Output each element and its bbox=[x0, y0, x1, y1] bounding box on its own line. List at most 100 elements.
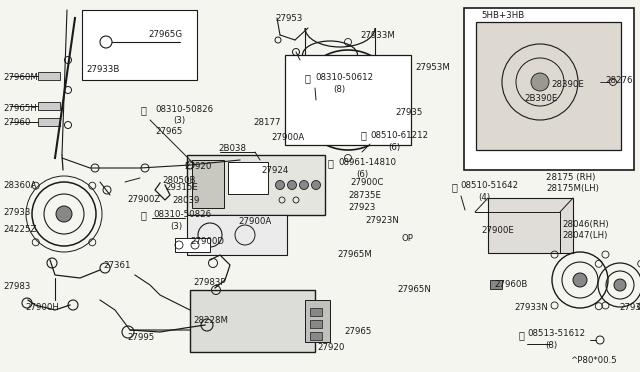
Text: 27960M: 27960M bbox=[3, 73, 38, 82]
Text: 27920: 27920 bbox=[184, 162, 211, 171]
Bar bbox=[175, 238, 210, 252]
Text: 08310-50826: 08310-50826 bbox=[155, 105, 213, 114]
Text: 27924: 27924 bbox=[261, 166, 289, 175]
Text: 27965: 27965 bbox=[155, 127, 182, 136]
Text: 27900H: 27900H bbox=[25, 303, 59, 312]
Circle shape bbox=[312, 180, 321, 189]
Bar bbox=[187, 155, 325, 215]
Bar bbox=[476, 22, 621, 150]
Text: 28228M: 28228M bbox=[193, 316, 228, 325]
Text: 08510-51642: 08510-51642 bbox=[460, 181, 518, 190]
Circle shape bbox=[573, 273, 587, 287]
Bar bbox=[82, 10, 197, 80]
Bar bbox=[38, 102, 60, 110]
Text: 27933M: 27933M bbox=[360, 31, 395, 40]
Text: 27900A: 27900A bbox=[238, 217, 271, 226]
Circle shape bbox=[531, 73, 549, 91]
Text: 08310-50612: 08310-50612 bbox=[315, 73, 373, 82]
Text: Ⓢ: Ⓢ bbox=[519, 330, 525, 340]
Text: 5HB+3HB: 5HB+3HB bbox=[481, 11, 524, 20]
Text: (4): (4) bbox=[478, 193, 490, 202]
Text: (3): (3) bbox=[173, 116, 185, 125]
Text: 27933: 27933 bbox=[3, 208, 30, 217]
Text: 29315E: 29315E bbox=[165, 183, 198, 192]
Text: 28050B: 28050B bbox=[162, 176, 195, 185]
Text: 27900D: 27900D bbox=[190, 237, 224, 246]
Text: 27923N: 27923N bbox=[365, 216, 399, 225]
Text: ^P80*00.5: ^P80*00.5 bbox=[570, 356, 617, 365]
Text: 08510-61212: 08510-61212 bbox=[370, 131, 428, 140]
Text: 2B390E: 2B390E bbox=[524, 94, 557, 103]
Text: (3): (3) bbox=[170, 222, 182, 231]
Text: 27960B: 27960B bbox=[494, 280, 527, 289]
Text: 28047(LH): 28047(LH) bbox=[562, 231, 607, 240]
Circle shape bbox=[287, 180, 296, 189]
Text: 27935: 27935 bbox=[395, 108, 422, 117]
Text: 28175M(LH): 28175M(LH) bbox=[546, 184, 599, 193]
Bar bbox=[285, 55, 411, 145]
Text: 28390E: 28390E bbox=[551, 80, 584, 89]
Circle shape bbox=[275, 180, 285, 189]
Text: 28175 (RH): 28175 (RH) bbox=[546, 173, 595, 182]
Text: 27900Z: 27900Z bbox=[127, 195, 160, 204]
Text: 27965: 27965 bbox=[344, 327, 371, 336]
Bar bbox=[488, 198, 573, 253]
Text: 27933X: 27933X bbox=[619, 303, 640, 312]
Text: 27995: 27995 bbox=[127, 333, 154, 342]
Text: 27965N: 27965N bbox=[397, 285, 431, 294]
Bar bbox=[464, 8, 634, 170]
Text: 27953: 27953 bbox=[275, 14, 302, 23]
Text: 27900A: 27900A bbox=[271, 133, 304, 142]
Text: 27983: 27983 bbox=[3, 282, 30, 291]
Circle shape bbox=[300, 180, 308, 189]
Text: 27933B: 27933B bbox=[86, 65, 120, 74]
Text: 27933N: 27933N bbox=[514, 303, 548, 312]
Text: 28177: 28177 bbox=[253, 118, 280, 127]
Text: 27965G: 27965G bbox=[148, 30, 182, 39]
Text: 27965M: 27965M bbox=[337, 250, 372, 259]
Text: 27920: 27920 bbox=[317, 343, 344, 352]
Text: 27923: 27923 bbox=[348, 203, 376, 212]
Text: (6): (6) bbox=[356, 170, 368, 179]
Text: Ⓢ: Ⓢ bbox=[452, 182, 458, 192]
Bar bbox=[187, 215, 287, 255]
Text: 27361: 27361 bbox=[103, 261, 131, 270]
Text: 28046(RH): 28046(RH) bbox=[562, 220, 609, 229]
Text: 27953M: 27953M bbox=[415, 63, 450, 72]
Text: 28360A: 28360A bbox=[3, 181, 36, 190]
Bar bbox=[310, 332, 322, 340]
Text: Ⓢ: Ⓢ bbox=[141, 105, 147, 115]
Text: Ⓢ: Ⓢ bbox=[305, 73, 311, 83]
Bar bbox=[228, 162, 268, 194]
Text: (6): (6) bbox=[388, 143, 400, 152]
Bar bbox=[192, 160, 224, 208]
Text: 08961-14810: 08961-14810 bbox=[338, 158, 396, 167]
Bar bbox=[305, 300, 330, 342]
Bar bbox=[310, 308, 322, 316]
Text: Ⓢ: Ⓢ bbox=[361, 130, 367, 140]
Text: OP: OP bbox=[401, 234, 413, 243]
Bar bbox=[310, 320, 322, 328]
Text: 08310-50826: 08310-50826 bbox=[153, 210, 211, 219]
Bar bbox=[490, 280, 502, 289]
Bar bbox=[190, 290, 315, 352]
Text: Ⓝ: Ⓝ bbox=[328, 158, 334, 168]
Text: 27965H: 27965H bbox=[3, 104, 37, 113]
Text: 28039: 28039 bbox=[172, 196, 200, 205]
Circle shape bbox=[333, 85, 363, 115]
Text: 24225Z: 24225Z bbox=[3, 225, 36, 234]
Text: (8): (8) bbox=[545, 341, 557, 350]
Text: (8): (8) bbox=[333, 85, 345, 94]
Circle shape bbox=[614, 279, 626, 291]
Text: 27983P: 27983P bbox=[193, 278, 225, 287]
Bar bbox=[38, 118, 60, 126]
Text: 28276: 28276 bbox=[605, 76, 632, 85]
Text: 2B038: 2B038 bbox=[218, 144, 246, 153]
Bar bbox=[38, 72, 60, 80]
Text: 28735E: 28735E bbox=[348, 191, 381, 200]
Text: 27960: 27960 bbox=[3, 118, 30, 127]
Text: 08513-51612: 08513-51612 bbox=[527, 329, 585, 338]
Circle shape bbox=[56, 206, 72, 222]
Text: 27900C: 27900C bbox=[350, 178, 383, 187]
Text: Ⓢ: Ⓢ bbox=[141, 210, 147, 220]
